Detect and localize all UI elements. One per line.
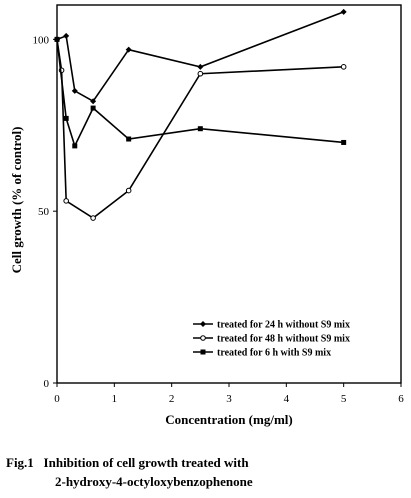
data-point	[126, 136, 132, 142]
x-axis-title: Concentration (mg/ml)	[165, 412, 292, 427]
legend-marker	[200, 321, 206, 327]
legend-marker	[200, 349, 206, 355]
caption-line-1: Fig.1 Inhibition of cell growth treated …	[6, 455, 249, 470]
data-point	[125, 46, 132, 53]
data-point	[71, 87, 78, 94]
line-chart: 0 1 2 3 4 5 6 0 50 100 treated for 24 h without S…	[9, 4, 405, 427]
data-point	[197, 126, 203, 132]
series-1	[54, 8, 347, 105]
x-tick-label: 2	[169, 393, 175, 405]
data-point	[340, 64, 347, 70]
x-tick-label: 3	[226, 393, 232, 405]
caption-line-2: 2-hydroxy-4-octyloxybenzophenone	[55, 474, 253, 489]
series-3	[54, 36, 347, 149]
data-point	[90, 215, 96, 221]
data-point	[63, 32, 70, 39]
legend: treated for 24 h without S9 mix treated f…	[193, 320, 350, 359]
x-tick-label: 1	[112, 393, 118, 405]
y-tick-label: 50	[38, 206, 50, 218]
axis-ticks: 0 1 2 3 4 5 6 0 50 100	[33, 34, 405, 405]
legend-label: treated for 24 h without S9 mix	[217, 320, 350, 331]
data-point	[341, 139, 347, 145]
legend-item-3: treated for 6 h with S9 mix	[193, 348, 331, 359]
series-line	[56, 11, 344, 103]
data-point	[90, 98, 97, 105]
x-tick-label: 5	[341, 393, 347, 405]
legend-marker	[200, 335, 206, 341]
legend-item-2: treated for 48 h without S9 mix	[193, 334, 350, 345]
legend-item-1: treated for 24 h without S9 mix	[193, 320, 350, 331]
data-point	[63, 115, 69, 121]
data-point	[90, 105, 96, 111]
data-point	[72, 143, 78, 149]
y-tick-label: 100	[33, 34, 50, 46]
x-tick-label: 6	[398, 393, 404, 405]
data-point	[63, 198, 69, 204]
figure-caption: Fig.1 Inhibition of cell growth treated …	[6, 453, 253, 491]
series-layer	[54, 8, 347, 221]
legend-label: treated for 6 h with S9 mix	[217, 348, 331, 359]
legend-label: treated for 48 h without S9 mix	[217, 334, 350, 345]
data-point	[54, 36, 60, 42]
x-tick-label: 0	[54, 393, 60, 405]
y-tick-label: 0	[44, 378, 50, 390]
data-point	[340, 8, 347, 15]
y-axis-title: Cell growth (% of control)	[9, 127, 24, 274]
data-point	[197, 70, 204, 77]
x-tick-label: 4	[284, 393, 290, 405]
data-point	[197, 63, 204, 70]
data-point	[125, 187, 132, 194]
